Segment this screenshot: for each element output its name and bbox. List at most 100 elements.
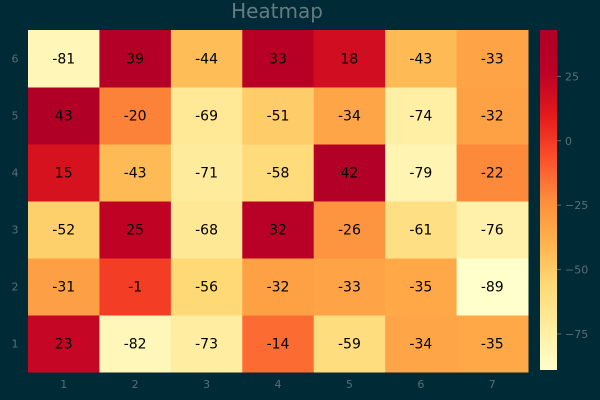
- heatmap-cells: 23 -82 -73 -14 -59 -34 -35 -31 -1 -56 -32 -33 -35 -89…: [28, 30, 529, 373]
- cell-value-label: -68: [195, 223, 218, 239]
- colorbar-tick-label: 25: [565, 70, 579, 83]
- cell-value-label: -32: [481, 109, 504, 125]
- cell-value-label: -33: [481, 52, 504, 68]
- heatmap-cell: [28, 201, 100, 259]
- y-tick-label: 5: [12, 110, 19, 123]
- cell-value-label: -26: [338, 223, 361, 239]
- heatmap-cell: [99, 201, 172, 259]
- heatmap-cell: [28, 30, 100, 88]
- cell-value-label: -69: [195, 109, 218, 125]
- cell-value-label: -14: [267, 337, 290, 353]
- cell-value-label: -32: [267, 280, 290, 296]
- heatmap-cell: [313, 30, 386, 88]
- cell-value-label: 18: [341, 52, 359, 68]
- cell-value-label: -35: [481, 337, 504, 353]
- cell-value-label: -89: [481, 280, 504, 296]
- cell-value-label: 32: [269, 223, 287, 239]
- y-tick-label: 4: [12, 167, 19, 180]
- y-axis-ticks: 1 2 3 4 5 6: [12, 53, 19, 351]
- heatmap-cell: [385, 315, 458, 373]
- cell-value-label: -76: [481, 223, 504, 239]
- heatmap-cell: [242, 144, 315, 202]
- heatmap-cell: [170, 30, 243, 88]
- heatmap-cell: [170, 201, 243, 259]
- heatmap-cell: [99, 315, 172, 373]
- cell-value-label: 33: [269, 52, 287, 68]
- colorbar-tick-label: 0: [565, 135, 572, 148]
- heatmap-cell: [385, 30, 458, 88]
- cell-value-label: -43: [124, 166, 147, 182]
- cell-value-label: -59: [338, 337, 361, 353]
- cell-value-label: -73: [195, 337, 218, 353]
- cell-value-label: -31: [52, 280, 75, 296]
- x-tick-label: 3: [203, 378, 210, 391]
- heatmap-cell: [28, 87, 100, 145]
- heatmap-cell: [242, 30, 315, 88]
- x-tick-label: 1: [60, 378, 67, 391]
- heatmap-cell: [28, 315, 100, 373]
- cell-value-label: -81: [52, 52, 75, 68]
- x-axis-ticks: 1 2 3 4 5 6 7: [60, 378, 496, 391]
- colorbar-tick-label: −75: [565, 328, 588, 341]
- x-tick-label: 5: [346, 378, 353, 391]
- cell-value-label: -1: [128, 280, 142, 296]
- cell-value-label: -71: [195, 166, 218, 182]
- cell-value-label: -43: [409, 52, 432, 68]
- cell-value-label: -22: [481, 166, 504, 182]
- cell-value-label: -34: [338, 109, 361, 125]
- cell-value-label: 25: [126, 223, 144, 239]
- heatmap-cell: [170, 87, 243, 145]
- heatmap-cell: [456, 201, 529, 259]
- heatmap-cell: [385, 87, 458, 145]
- heatmap-cell: [170, 258, 243, 316]
- heatmap-cell: [242, 315, 315, 373]
- heatmap-cell: [99, 258, 172, 316]
- cell-value-label: -44: [195, 52, 218, 68]
- heatmap-cell: [313, 87, 386, 145]
- x-tick-label: 2: [132, 378, 139, 391]
- cell-value-label: -33: [338, 280, 361, 296]
- cell-value-label: -82: [124, 337, 147, 353]
- cell-value-label: 15: [55, 166, 73, 182]
- heatmap-cell: [385, 144, 458, 202]
- colorbar: [540, 30, 557, 370]
- cell-value-label: 23: [55, 337, 73, 353]
- heatmap-cell: [242, 201, 315, 259]
- cell-value-label: -58: [267, 166, 290, 182]
- cell-value-label: -56: [195, 280, 218, 296]
- cell-value-label: -61: [409, 223, 432, 239]
- heatmap-cell: [385, 201, 458, 259]
- heatmap-cell: [456, 144, 529, 202]
- chart-title: Heatmap: [231, 0, 323, 23]
- heatmap-cell: [242, 258, 315, 316]
- colorbar-tick-label: −25: [565, 199, 588, 212]
- y-tick-label: 3: [12, 224, 19, 237]
- colorbar-tick-label: −50: [565, 264, 588, 277]
- cell-value-label: 42: [341, 166, 359, 182]
- heatmap-cell: [170, 144, 243, 202]
- heatmap-cell: [99, 30, 172, 88]
- heatmap-cell: [456, 315, 529, 373]
- heatmap-cell: [99, 87, 172, 145]
- x-tick-label: 6: [417, 378, 424, 391]
- cell-value-label: -51: [267, 109, 290, 125]
- x-tick-label: 7: [489, 378, 496, 391]
- cell-value-label: 43: [55, 109, 73, 125]
- heatmap-cell: [28, 258, 100, 316]
- cell-value-label: -52: [52, 223, 75, 239]
- heatmap-cell: [456, 258, 529, 316]
- y-tick-label: 6: [12, 53, 19, 66]
- colorbar-ticks: −75 −50 −25 0 25: [557, 70, 588, 341]
- y-tick-label: 1: [12, 338, 19, 351]
- heatmap-cell: [242, 87, 315, 145]
- heatmap-cell: [313, 144, 386, 202]
- heatmap-cell: [456, 87, 529, 145]
- cell-value-label: -74: [409, 109, 432, 125]
- heatmap-cell: [313, 315, 386, 373]
- heatmap-cell: [170, 315, 243, 373]
- heatmap-cell: [456, 30, 529, 88]
- cell-value-label: 39: [126, 52, 144, 68]
- x-tick-label: 4: [275, 378, 282, 391]
- cell-value-label: -79: [409, 166, 432, 182]
